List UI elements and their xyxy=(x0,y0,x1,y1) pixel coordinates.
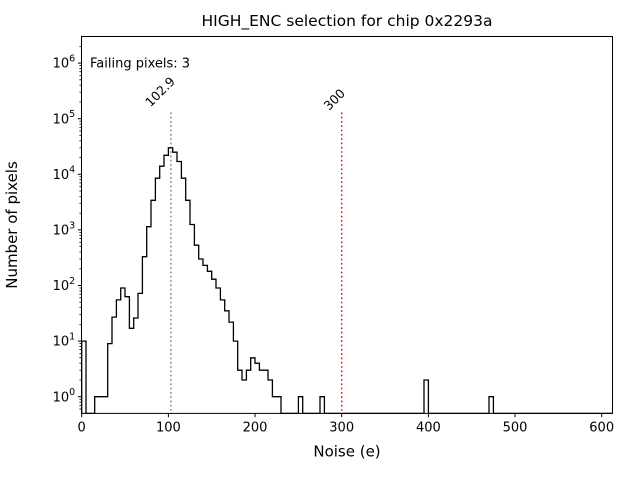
plot-title: HIGH_ENC selection for chip 0x2293a xyxy=(201,12,492,31)
y-tick-label: 102 xyxy=(53,276,76,294)
x-tick-label: 400 xyxy=(416,421,441,436)
histogram-step-curve xyxy=(81,147,613,415)
y-tick-label: 105 xyxy=(53,109,76,127)
y-tick-label: 106 xyxy=(53,53,76,71)
failing-pixels-annotation: Failing pixels: 3 xyxy=(90,57,190,72)
x-tick-label: 0 xyxy=(78,421,86,436)
x-axis-label: Noise (e) xyxy=(313,443,380,461)
x-tick-label: 300 xyxy=(329,421,354,436)
x-tick-label: 600 xyxy=(589,421,614,436)
y-tick-label: 103 xyxy=(53,220,76,238)
y-tick-label: 100 xyxy=(53,387,76,405)
y-tick-label: 101 xyxy=(53,332,76,350)
cut-line-label: 300 xyxy=(321,86,349,114)
x-tick-label: 500 xyxy=(503,421,528,436)
histogram-outline xyxy=(81,147,613,415)
plot-frame xyxy=(81,36,613,414)
threshold-lines xyxy=(170,112,343,414)
x-tick-label: 200 xyxy=(243,421,268,436)
y-tick-label: 104 xyxy=(53,165,76,183)
y-axis-label: Number of pixels xyxy=(3,161,21,289)
x-tick-label: 100 xyxy=(156,421,181,436)
mean-line-label: 102.9 xyxy=(142,74,178,110)
y-axis-ticks: 100 101 102 103 104 105 106 xyxy=(53,53,82,405)
x-axis-ticks: 0 100 200 300 400 500 600 xyxy=(78,413,614,436)
